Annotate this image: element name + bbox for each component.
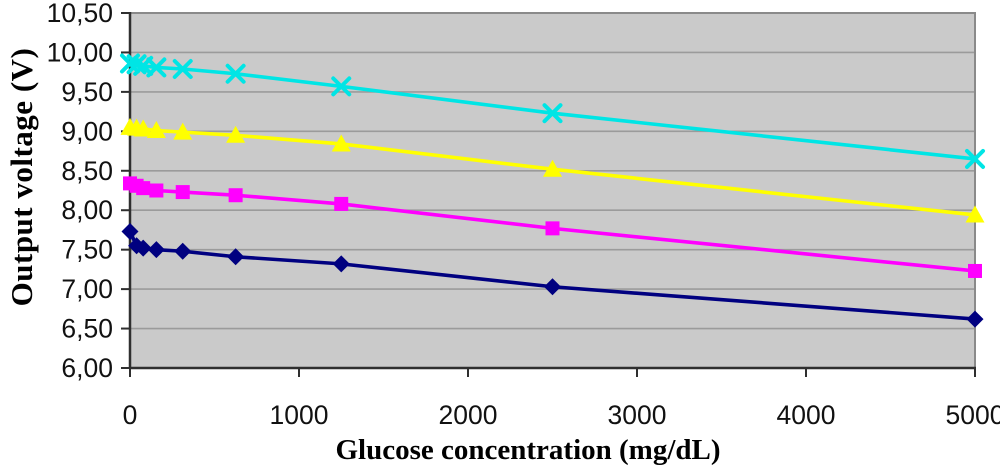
magenta-square-series-marker bbox=[334, 196, 349, 211]
navy-diamond-series-marker bbox=[227, 248, 245, 266]
x-tick-label: 4000 bbox=[777, 400, 836, 430]
x-tick-label: 0 bbox=[123, 400, 138, 430]
magenta-square-series-marker bbox=[545, 221, 560, 236]
cyan-x-series-marker bbox=[965, 148, 985, 169]
cyan-x-series-marker bbox=[542, 103, 563, 124]
magenta-square-series-marker bbox=[136, 181, 151, 196]
plot-area bbox=[130, 13, 975, 368]
navy-diamond-series-marker bbox=[134, 239, 152, 257]
magenta-square-series-marker bbox=[175, 185, 190, 200]
y-tick-label: 8,00 bbox=[61, 195, 113, 225]
yellow-triangle-series-marker bbox=[173, 122, 193, 140]
cyan-x-series-marker bbox=[172, 59, 193, 80]
y-tick-label: 6,50 bbox=[61, 314, 113, 344]
x-tick-label: 1000 bbox=[270, 400, 329, 430]
x-tick-label: 5000 bbox=[946, 400, 1000, 430]
yellow-triangle-series-marker bbox=[226, 125, 246, 143]
cyan-x-series-marker bbox=[146, 57, 167, 78]
navy-diamond-series-marker bbox=[332, 255, 350, 273]
navy-diamond-series-marker bbox=[147, 241, 165, 259]
y-tick-label: 6,00 bbox=[61, 353, 113, 383]
x-tick-label: 2000 bbox=[439, 400, 498, 430]
yellow-triangle-series-marker bbox=[543, 159, 562, 177]
y-tick-label: 7,50 bbox=[61, 235, 113, 265]
y-tick-label: 10,00 bbox=[47, 37, 113, 67]
navy-diamond-series-marker bbox=[544, 278, 561, 296]
navy-diamond-series-marker bbox=[966, 310, 984, 328]
y-tick-label: 7,00 bbox=[61, 274, 113, 304]
y-axis-title: Output voltage (V) bbox=[4, 47, 39, 307]
y-tick-label: 9,00 bbox=[61, 116, 113, 146]
magenta-square-series-marker bbox=[149, 183, 164, 198]
y-tick-label: 9,50 bbox=[61, 77, 113, 107]
navy-diamond-series-marker bbox=[174, 242, 192, 260]
magenta-square-series-marker bbox=[968, 263, 982, 278]
y-tick-label: 10,50 bbox=[47, 0, 113, 28]
y-tick-label: 8,50 bbox=[61, 156, 113, 186]
x-tick-label: 3000 bbox=[608, 400, 667, 430]
cyan-x-series-marker bbox=[331, 76, 352, 97]
yellow-triangle-series-marker bbox=[133, 119, 153, 137]
yellow-triangle-series-marker bbox=[331, 134, 351, 152]
navy-diamond-series-marker bbox=[121, 223, 139, 241]
magenta-square-series-marker bbox=[228, 188, 243, 203]
yellow-triangle-series-marker bbox=[146, 121, 166, 139]
yellow-triangle-series-marker bbox=[965, 205, 985, 223]
x-axis-title: Glucose concentration (mg/dL) bbox=[335, 434, 721, 466]
cyan-x-series-marker bbox=[225, 63, 246, 84]
